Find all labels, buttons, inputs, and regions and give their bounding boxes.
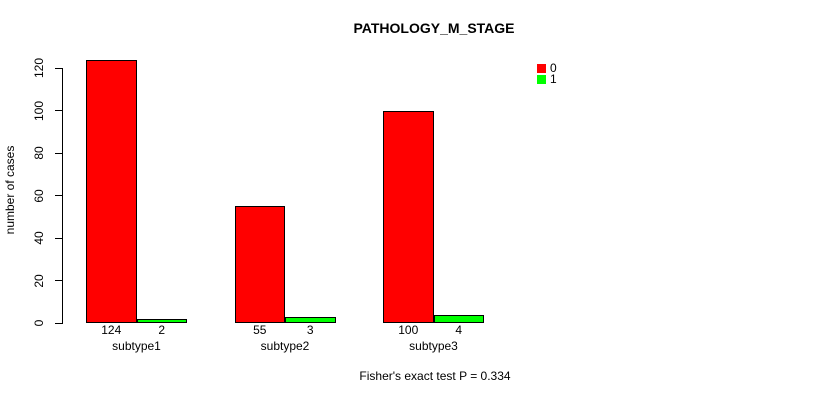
legend-label-0: 0 xyxy=(550,61,557,75)
y-tick-label: 60 xyxy=(32,188,46,203)
y-tick-label: 20 xyxy=(32,273,46,288)
x-category-label: subtype1 xyxy=(112,339,161,353)
legend-swatch-red xyxy=(537,64,546,73)
x-category-label: subtype2 xyxy=(260,339,310,353)
y-tick-label: 100 xyxy=(32,100,46,121)
y-axis-line xyxy=(62,68,63,324)
bar-value-label: 55 xyxy=(253,323,267,337)
bar-subtype2-series1 xyxy=(285,316,336,323)
y-axis-title: number of cases xyxy=(3,145,17,235)
fisher-test-annotation: Fisher's exact test P = 0.334 xyxy=(359,369,511,383)
y-axis-tick xyxy=(55,195,62,196)
y-axis-tick xyxy=(55,322,62,324)
y-tick-label: 0 xyxy=(32,319,46,327)
y-axis-tick xyxy=(55,152,62,154)
bar-value-label: 124 xyxy=(101,323,122,337)
bar-subtype3-series1 xyxy=(433,314,484,323)
x-category-label: subtype3 xyxy=(409,339,458,353)
legend-label-1: 1 xyxy=(550,72,557,86)
bar-value-label: 4 xyxy=(455,323,463,337)
bar-subtype1-series1 xyxy=(136,318,187,323)
legend-swatch-green xyxy=(537,75,546,84)
bar-subtype2-series0 xyxy=(234,206,285,323)
y-axis-tick xyxy=(55,237,62,239)
bar-subtype1-series0 xyxy=(86,59,137,323)
y-axis-tick xyxy=(55,280,62,281)
legend-entry-1: 1 xyxy=(537,72,557,86)
chart-title: PATHOLOGY_M_STAGE xyxy=(353,20,515,36)
bar-value-label: 100 xyxy=(398,323,419,337)
bar-value-label: 2 xyxy=(158,323,166,337)
bar-subtype3-series0 xyxy=(383,110,434,323)
y-tick-label: 80 xyxy=(32,146,46,160)
y-tick-label: 120 xyxy=(32,57,46,79)
bar-value-label: 3 xyxy=(306,323,314,337)
legend-entry-0: 0 xyxy=(537,61,557,75)
y-axis-tick xyxy=(55,110,62,111)
y-axis-tick xyxy=(55,67,62,69)
legend: 0 1 xyxy=(537,61,557,86)
y-tick-label: 40 xyxy=(32,231,46,245)
